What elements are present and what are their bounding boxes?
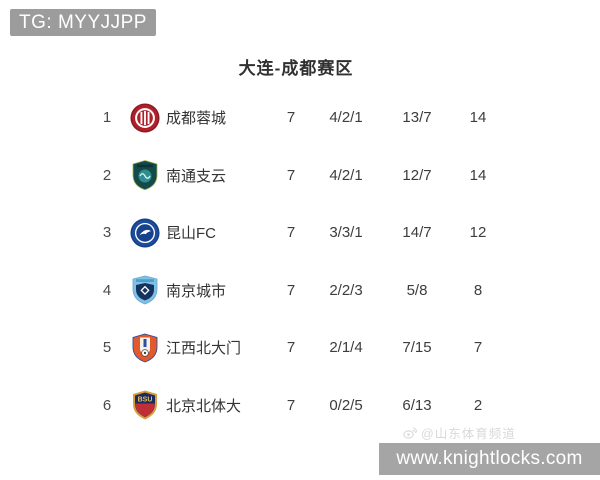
kunshan-fc-crest-icon xyxy=(130,218,160,248)
points: 7 xyxy=(473,339,483,357)
standings-row: 5 江西北大门 7 2/1/4 7/15 7 xyxy=(0,319,600,377)
team-name: 南通支云 xyxy=(166,167,227,185)
chengdu-rongcheng-crest-icon xyxy=(130,103,160,133)
standings-row: 4 南京城市 7 2/2/3 5/8 8 xyxy=(0,262,600,320)
weibo-credit-text: @山东体育频道 xyxy=(421,427,516,441)
team-name: 北京北体大 xyxy=(166,397,242,415)
rank: 1 xyxy=(102,109,112,127)
tg-watermark-badge: TG: MYYJJPP xyxy=(10,9,156,36)
bsu-monogram: BSU xyxy=(138,397,153,404)
beijing-bsu-crest-icon: BSU xyxy=(133,390,157,420)
matches-played: 7 xyxy=(286,281,296,299)
matches-played: 7 xyxy=(286,166,296,184)
win-draw-loss: 2/2/3 xyxy=(329,281,363,299)
win-draw-loss: 3/3/1 xyxy=(329,224,363,242)
weibo-watermark: @山东体育频道 xyxy=(403,423,516,442)
points: 14 xyxy=(469,109,487,127)
team-name: 成都蓉城 xyxy=(166,110,227,128)
win-draw-loss: 0/2/5 xyxy=(329,396,363,414)
goals-for-against: 7/15 xyxy=(402,339,432,357)
site-watermark-bar: www.knightlocks.com xyxy=(379,443,600,475)
rank: 2 xyxy=(102,166,112,184)
standings-table: 1 成都蓉城 7 4/2/1 13/7 14 2 xyxy=(0,89,600,434)
rank: 5 xyxy=(102,339,112,357)
points: 2 xyxy=(473,396,483,414)
points: 12 xyxy=(469,224,487,242)
win-draw-loss: 4/2/1 xyxy=(329,109,363,127)
goals-for-against: 13/7 xyxy=(402,109,432,127)
team-name: 江西北大门 xyxy=(166,340,242,358)
goals-for-against: 12/7 xyxy=(402,166,432,184)
rank: 3 xyxy=(102,224,112,242)
standings-row: 3 昆山FC 7 3/3/1 14/7 12 xyxy=(0,204,600,262)
matches-played: 7 xyxy=(286,339,296,357)
page-title: 大连-成都赛区 xyxy=(238,59,354,78)
matches-played: 7 xyxy=(286,109,296,127)
nanjing-city-crest-icon xyxy=(132,275,158,305)
goals-for-against: 6/13 xyxy=(402,396,432,414)
jiangxi-beidamen-crest-icon xyxy=(132,333,158,363)
weibo-icon xyxy=(403,427,417,439)
win-draw-loss: 2/1/4 xyxy=(329,339,363,357)
rank: 6 xyxy=(102,396,112,414)
standings-row: 1 成都蓉城 7 4/2/1 13/7 14 xyxy=(0,89,600,147)
team-name: 南京城市 xyxy=(166,282,227,300)
standings-row: 2 南通支云 7 4/2/1 12/7 14 xyxy=(0,147,600,205)
standings-row: 6 BSU 北京北体大 7 0/2/5 6/13 2 xyxy=(0,377,600,435)
matches-played: 7 xyxy=(286,396,296,414)
points: 14 xyxy=(469,166,487,184)
matches-played: 7 xyxy=(286,224,296,242)
points: 8 xyxy=(473,281,483,299)
nantong-zhiyun-crest-icon xyxy=(132,160,158,191)
goals-for-against: 14/7 xyxy=(402,224,432,242)
goals-for-against: 5/8 xyxy=(406,281,428,299)
team-name: 昆山FC xyxy=(166,225,216,243)
rank: 4 xyxy=(102,281,112,299)
win-draw-loss: 4/2/1 xyxy=(329,166,363,184)
